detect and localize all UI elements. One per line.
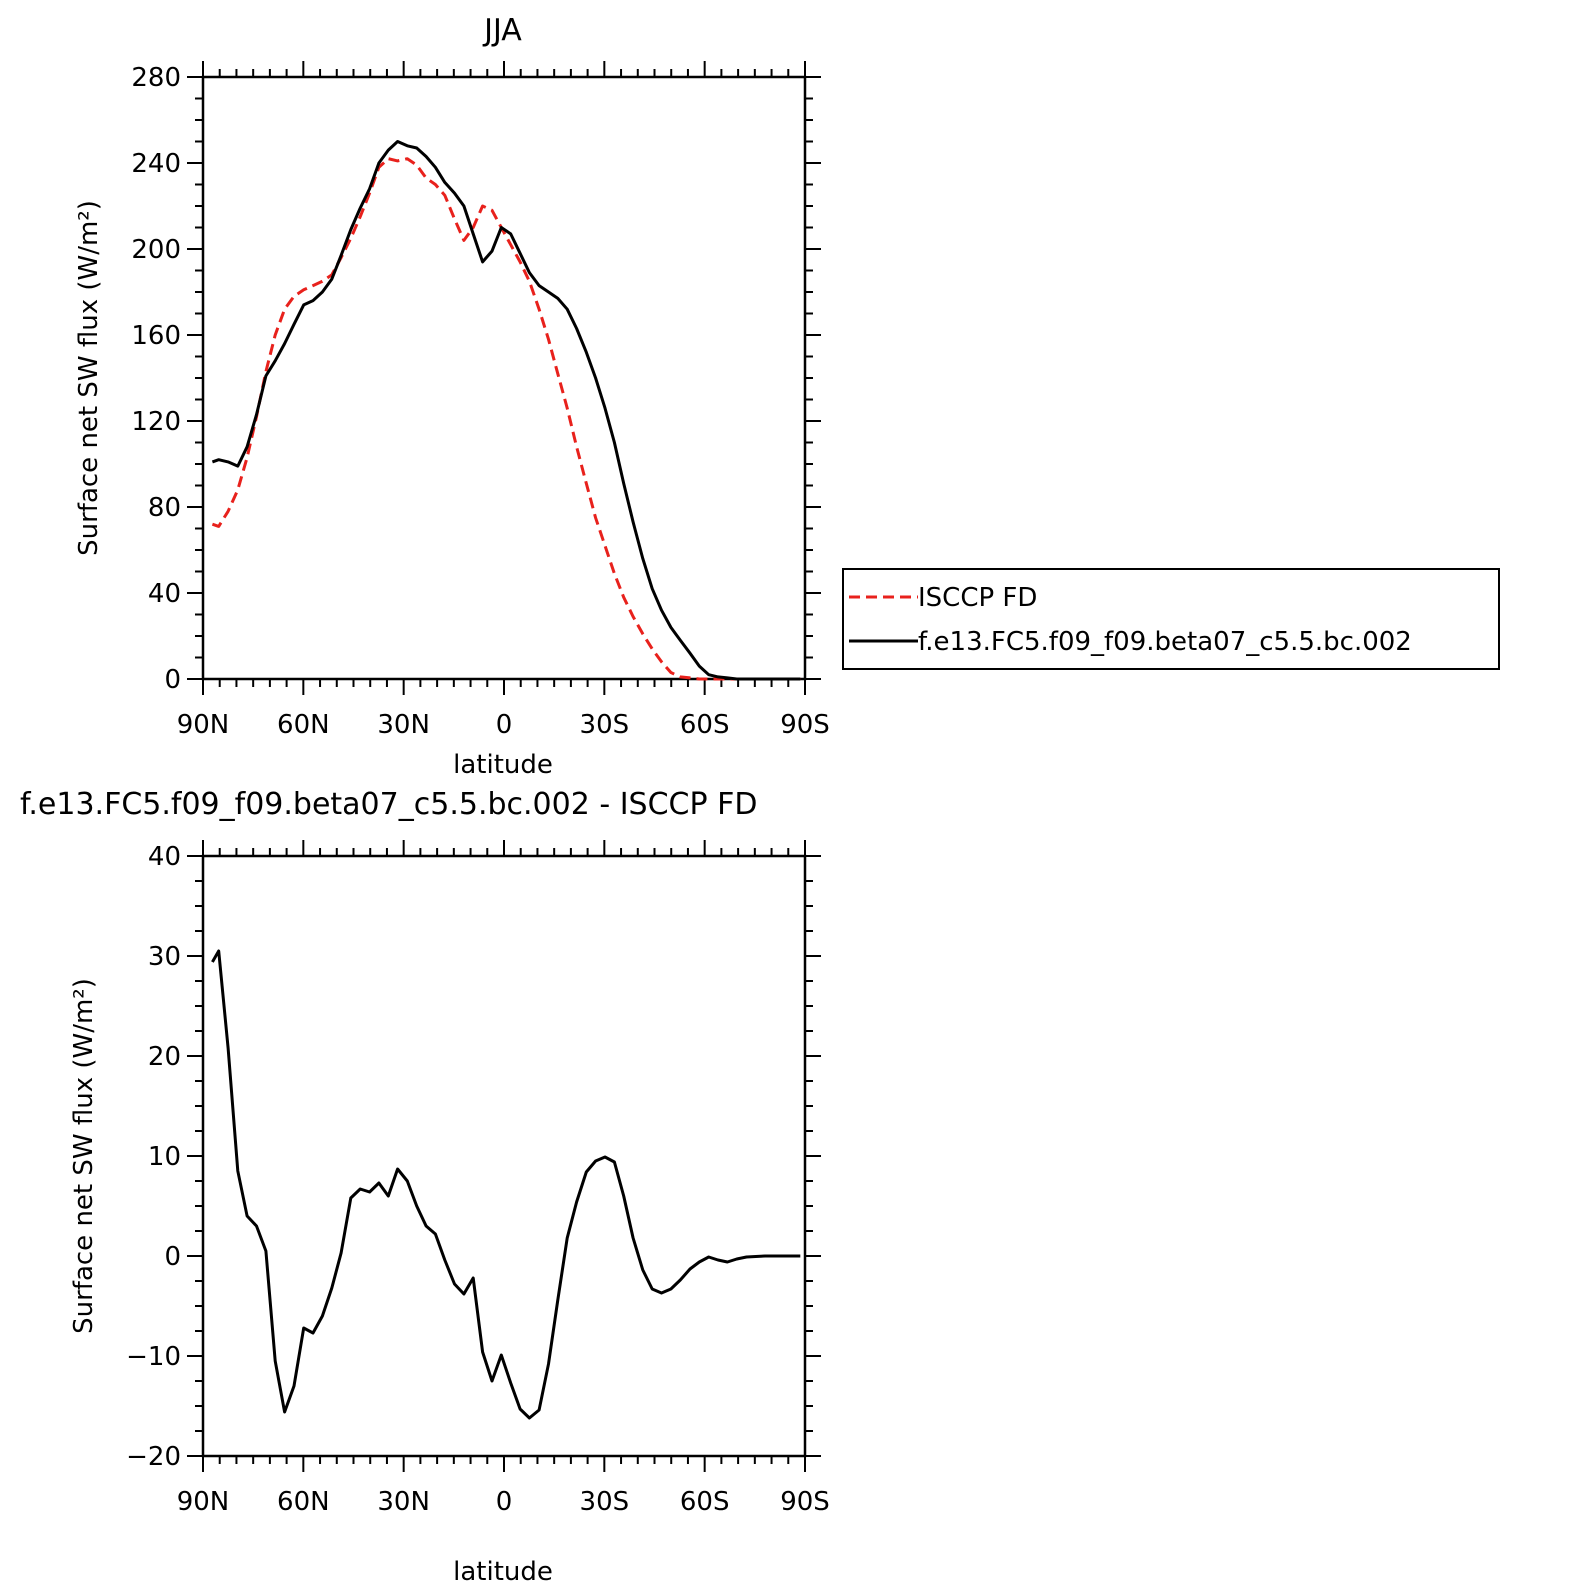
top-y-tick-label: 120 xyxy=(131,407,181,437)
top-x-axis-label: latitude xyxy=(453,750,553,780)
top-x-tick-label: 90S xyxy=(780,710,830,740)
legend-label-isccp: ISCCP FD xyxy=(918,583,1037,613)
top-y-tick-label: 0 xyxy=(164,665,181,695)
legend-box xyxy=(842,568,1500,670)
top-x-tick-label: 30N xyxy=(377,710,430,740)
bottom-y-tick-label: −10 xyxy=(126,1342,181,1372)
bottom-y-tick-label: 0 xyxy=(164,1242,181,1272)
top-panel: JJA 0 40 80 120 160 200 240 280 90N 60N 30N 0 30S 60S… xyxy=(74,13,830,780)
bottom-x-tick-label: 60N xyxy=(277,1487,330,1517)
bottom-y-tick-label: 30 xyxy=(148,942,181,972)
top-y-tick-label: 160 xyxy=(131,321,181,351)
top-y-tick-label: 240 xyxy=(131,149,181,179)
bottom-x-tick-label: 60S xyxy=(680,1487,730,1517)
top-y-tick-label: 280 xyxy=(131,63,181,93)
top-plot-area: 0 40 80 120 160 200 240 280 90N 60N 30N 0 30S 60S 90S xyxy=(131,61,830,740)
bottom-y-tick-label: −20 xyxy=(126,1442,181,1472)
top-series-line-0 xyxy=(211,157,801,681)
top-x-tick-label: 0 xyxy=(496,710,513,740)
top-y-axis-label: Surface net SW flux (W/m²) xyxy=(74,200,104,556)
top-y-tick-label: 200 xyxy=(131,235,181,265)
bottom-series-line-0 xyxy=(211,949,801,1420)
top-x-tick-label: 60N xyxy=(277,710,330,740)
top-plot-frame xyxy=(201,75,807,681)
top-x-tick-label: 90N xyxy=(177,710,230,740)
top-x-tick-label: 60S xyxy=(680,710,730,740)
top-x-tick-label: 30S xyxy=(580,710,630,740)
bottom-x-tick-label: 30S xyxy=(580,1487,630,1517)
legend: ISCCP FD f.e13.FC5.f09_f09.beta07_c5.5.b… xyxy=(842,568,1500,670)
bottom-y-tick-label: 10 xyxy=(148,1142,181,1172)
bottom-x-tick-label: 90S xyxy=(780,1487,830,1517)
top-series-line-1 xyxy=(211,140,801,681)
bottom-x-tick-label: 0 xyxy=(496,1487,513,1517)
bottom-plot-area: −20 −10 0 10 20 30 40 90N 60N 30N 0 30S 60S 90S xyxy=(126,840,830,1517)
bottom-x-axis-label: latitude xyxy=(453,1557,553,1587)
bottom-y-tick-label: 40 xyxy=(148,842,181,872)
bottom-panel: f.e13.FC5.f09_f09.beta07_c5.5.bc.002 - I… xyxy=(20,787,830,1587)
top-y-tick-label: 80 xyxy=(148,493,181,523)
bottom-y-tick-label: 20 xyxy=(148,1042,181,1072)
bottom-x-tick-label: 90N xyxy=(177,1487,230,1517)
legend-label-model: f.e13.FC5.f09_f09.beta07_c5.5.bc.002 xyxy=(918,627,1412,657)
top-chart-title: JJA xyxy=(482,13,522,48)
bottom-x-tick-label: 30N xyxy=(377,1487,430,1517)
bottom-chart-title: f.e13.FC5.f09_f09.beta07_c5.5.bc.002 - I… xyxy=(20,787,757,822)
bottom-y-axis-label: Surface net SW flux (W/m²) xyxy=(69,978,99,1334)
top-y-tick-label: 40 xyxy=(148,579,181,609)
